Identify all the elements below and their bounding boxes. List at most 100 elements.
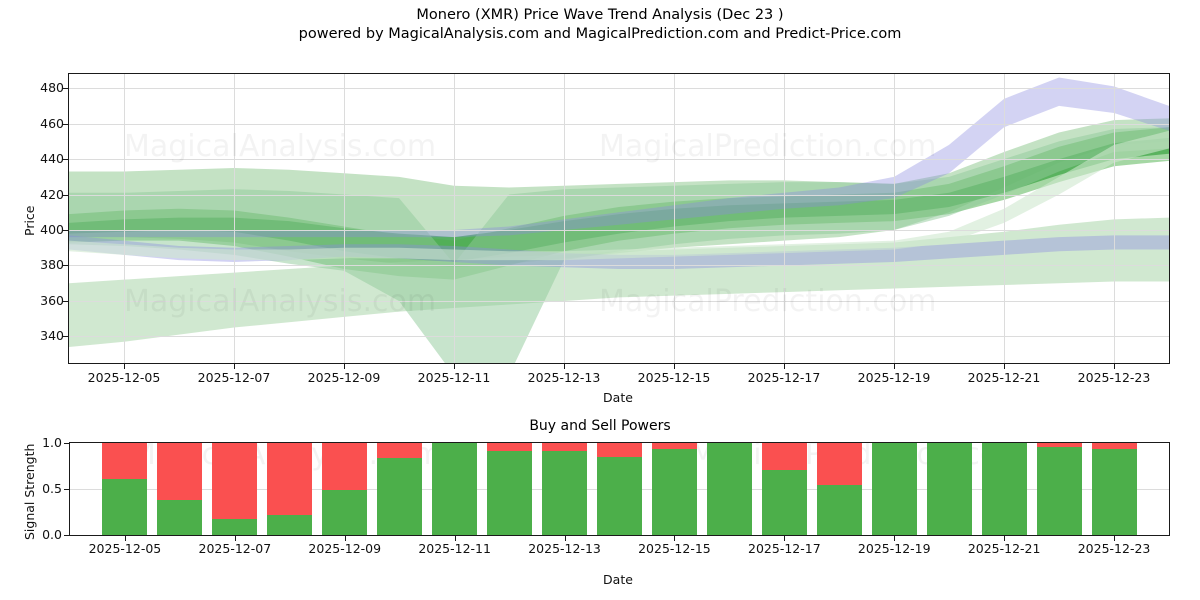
- price-gridline-v: [1004, 74, 1005, 363]
- price-gridline-h: [69, 194, 1169, 196]
- bar-column[interactable]: [761, 443, 807, 535]
- bar-segment-buy: [432, 443, 478, 535]
- price-x-tick-label: 2025-12-23: [1077, 370, 1151, 385]
- bar-segment-sell: [377, 443, 423, 458]
- price-x-tick-mark: [1004, 364, 1005, 369]
- bar-column[interactable]: [542, 443, 588, 535]
- bar-segment-sell: [1036, 443, 1082, 447]
- bar-segment-buy: [157, 500, 203, 535]
- price-x-tick-label: 2025-12-07: [197, 370, 271, 385]
- bar-column[interactable]: [322, 443, 368, 535]
- bars-x-tick-label: 2025-12-07: [198, 541, 272, 556]
- price-gridline-h: [69, 300, 1169, 302]
- price-y-tick-mark: [63, 88, 68, 90]
- bar-segment-buy: [102, 478, 148, 535]
- bar-column[interactable]: [706, 443, 752, 535]
- price-y-tick-label: 440: [40, 151, 64, 167]
- price-x-tick-label: 2025-12-09: [307, 370, 381, 385]
- bars-x-tick-label: 2025-12-05: [88, 541, 162, 556]
- bars-x-tick-mark: [564, 536, 566, 541]
- price-y-tick-mark: [63, 159, 68, 161]
- bar-segment-buy: [981, 443, 1027, 535]
- price-x-tick-mark: [124, 364, 125, 369]
- price-x-tick-mark: [344, 364, 345, 369]
- bar-column[interactable]: [212, 443, 258, 535]
- bar-column[interactable]: [871, 443, 917, 535]
- bars-x-tick-mark: [784, 536, 786, 541]
- bars-chart-title: Buy and Sell Powers: [529, 418, 671, 434]
- bar-column[interactable]: [102, 443, 148, 535]
- price-gridline-h: [69, 88, 1169, 90]
- bars-chart-plot-area: MagicalAnalysis.comMagicalPrediction.com: [69, 442, 1170, 536]
- bar-column[interactable]: [926, 443, 972, 535]
- bar-column[interactable]: [377, 443, 423, 535]
- bar-column[interactable]: [1036, 443, 1082, 535]
- price-x-tick-label: 2025-12-05: [87, 370, 161, 385]
- price-gridline-h: [69, 265, 1169, 267]
- bars-y-tick-mark: [64, 443, 69, 444]
- price-x-tick-mark: [564, 364, 565, 369]
- price-x-tick-mark: [784, 364, 785, 369]
- price-y-tick-mark: [63, 265, 68, 267]
- price-x-tick-label: 2025-12-15: [637, 370, 711, 385]
- bar-segment-buy: [1091, 449, 1137, 535]
- bar-segment-buy: [706, 443, 752, 535]
- title-block: Monero (XMR) Price Wave Trend Analysis (…: [0, 6, 1200, 44]
- bar-column[interactable]: [157, 443, 203, 535]
- bar-segment-buy: [1036, 446, 1082, 535]
- bars-x-tick-label: 2025-12-19: [857, 541, 931, 556]
- bars-x-tick-label: 2025-12-17: [748, 541, 821, 556]
- bar-column[interactable]: [1091, 443, 1137, 535]
- bar-column[interactable]: [651, 443, 697, 535]
- bar-segment-buy: [267, 514, 313, 535]
- bars-x-tick-mark: [234, 536, 236, 541]
- bars-x-tick-label: 2025-12-23: [1077, 541, 1151, 556]
- bar-segment-buy: [651, 449, 697, 535]
- bar-column[interactable]: [596, 443, 643, 535]
- bar-segment-sell: [542, 443, 588, 452]
- price-y-tick-mark: [63, 194, 68, 196]
- bar-segment-sell: [651, 443, 697, 450]
- bars-y-tick-mark: [64, 489, 69, 490]
- bars-y-tick-label: 1.0: [42, 435, 62, 450]
- bar-column[interactable]: [432, 443, 478, 535]
- bar-column[interactable]: [981, 443, 1027, 535]
- bars-x-tick-mark: [1004, 536, 1006, 541]
- bar-segment-buy: [212, 519, 258, 535]
- bars-x-tick-label: 2025-12-13: [528, 541, 601, 556]
- price-gridline-v: [894, 74, 895, 363]
- price-y-tick-label: 400: [40, 222, 64, 238]
- price-x-tick-mark: [894, 364, 895, 369]
- bar-column[interactable]: [267, 443, 313, 535]
- bar-segment-sell: [322, 443, 368, 490]
- price-x-tick-mark: [234, 364, 235, 369]
- price-y-tick-mark: [63, 230, 68, 232]
- bars-y-axis-label: Signal Strength: [22, 443, 37, 540]
- bar-segment-buy: [926, 443, 972, 535]
- bar-column[interactable]: [816, 443, 862, 535]
- price-gridline-v: [1114, 74, 1115, 363]
- price-gridline-v: [674, 74, 675, 363]
- price-y-tick-label: 340: [40, 328, 64, 344]
- bar-column[interactable]: [487, 443, 533, 535]
- price-y-axis-label: Price: [22, 205, 37, 237]
- price-gridline-v: [344, 74, 345, 363]
- price-x-tick-label: 2025-12-19: [857, 370, 931, 385]
- price-y-tick-mark: [63, 336, 68, 338]
- bar-segment-buy: [761, 469, 807, 535]
- price-gridline-v: [124, 74, 125, 363]
- price-gridline-h: [69, 230, 1169, 232]
- bar-segment-buy: [871, 443, 917, 535]
- bar-segment-buy: [377, 457, 423, 535]
- price-gridline-h: [69, 159, 1169, 161]
- price-y-tick-mark: [63, 123, 68, 125]
- bars-x-tick-mark: [344, 536, 346, 541]
- price-x-tick-label: 2025-12-13: [527, 370, 601, 385]
- bar-segment-buy: [487, 451, 533, 535]
- bars-x-tick-label: 2025-12-15: [638, 541, 711, 556]
- bars-y-tick-label: 0.5: [42, 481, 62, 496]
- price-x-tick-mark: [674, 364, 675, 369]
- price-y-tick-label: 460: [40, 115, 64, 131]
- bars-x-tick-label: 2025-12-09: [308, 541, 382, 556]
